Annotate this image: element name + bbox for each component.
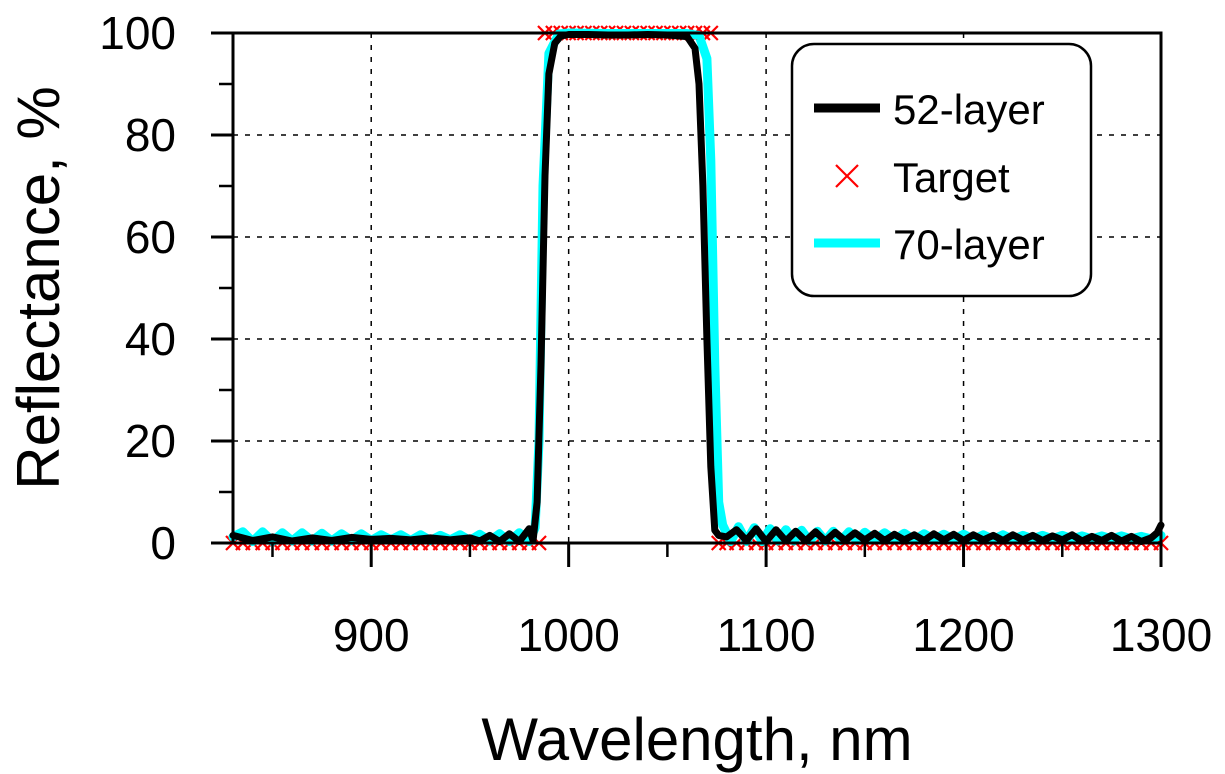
legend-label-70-layer: 70-layer	[893, 221, 1045, 268]
y-axis-title: Reflectance, %	[5, 86, 72, 490]
tick-labels: 900 1000 1100 1200 1300 0 20 40 60 80 100	[99, 7, 1212, 661]
legend-symbol-target	[835, 164, 859, 188]
series-52-layer-line	[229, 31, 1165, 545]
y-tick-label-0: 0	[150, 517, 176, 569]
x-tick-label-1200: 1200	[912, 609, 1014, 661]
axis-ticks	[211, 31, 1163, 567]
x-axis-title: Wavelength, nm	[481, 706, 912, 773]
legend-label-target: Target	[893, 154, 1010, 201]
y-tick-label-80: 80	[125, 109, 176, 161]
y-tick-label-20: 20	[125, 415, 176, 467]
y-tick-label-40: 40	[125, 313, 176, 365]
x-tick-label-900: 900	[333, 609, 410, 661]
legend: 52-layer Target 70-layer	[790, 42, 1093, 298]
legend-label-52-layer: 52-layer	[893, 86, 1045, 133]
legend-target-marker	[835, 164, 859, 188]
target-marker-stroke	[835, 164, 859, 188]
x-tick-label-1000: 1000	[517, 609, 619, 661]
x-tick-label-1300: 1300	[1110, 609, 1212, 661]
x-tick-label-1100: 1100	[717, 609, 816, 661]
y-tick-label-100: 100	[99, 7, 176, 59]
y-tick-label-60: 60	[125, 211, 176, 263]
